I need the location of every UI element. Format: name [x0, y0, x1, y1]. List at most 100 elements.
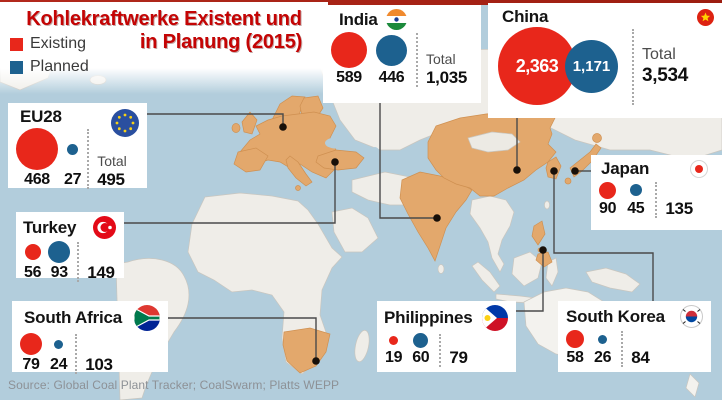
land-sulawesi — [545, 257, 559, 287]
map-marker-philippines — [539, 246, 547, 254]
country-box-philippines: Philippines 19 60 79 — [377, 301, 516, 372]
country-box-south-korea: South Korea 58 26 — [558, 301, 711, 372]
total-value: 79 — [449, 347, 468, 367]
dotted-divider — [416, 33, 418, 88]
planned-value: 1,171 — [572, 57, 611, 75]
existing-value: 468 — [24, 171, 50, 188]
land-japan-kyushu — [564, 177, 572, 185]
total-label: Total — [426, 51, 456, 68]
existing-value: 90 — [599, 200, 617, 217]
land-turkey — [315, 149, 365, 171]
planned-circle — [629, 184, 642, 196]
land-mongolia — [467, 131, 521, 153]
existing-circle — [331, 32, 367, 68]
existing-circle: 2,363 — [498, 27, 576, 105]
total-label: Total — [97, 153, 127, 170]
planned-circle — [413, 333, 429, 348]
total-group: Total 495 — [97, 153, 127, 189]
map-marker-south-korea — [550, 167, 558, 175]
planned-value: 27 — [64, 171, 82, 188]
land-sumatra — [471, 261, 501, 293]
existing-circle — [389, 336, 399, 345]
dotted-divider — [439, 334, 442, 368]
land-philippines-luzon — [531, 220, 546, 246]
total-group: Total 1,035 — [426, 51, 467, 87]
existing-value: 56 — [24, 264, 42, 281]
planned-value: 45 — [627, 200, 645, 217]
total-value: 149 — [87, 262, 115, 282]
land-ireland — [231, 123, 241, 133]
existing-circle — [20, 333, 42, 355]
total-value: 1,035 — [426, 67, 468, 87]
country-name: India — [339, 9, 378, 29]
land-indochina — [469, 195, 515, 273]
leader-eu28 — [147, 113, 284, 127]
china-flag-icon — [697, 9, 714, 26]
planned-circle — [376, 34, 407, 66]
land-new-zealand — [685, 373, 700, 398]
total-value: 495 — [97, 169, 125, 189]
page-title-line2: in Planung (2015) — [139, 31, 303, 53]
map-marker-eu28 — [279, 123, 287, 131]
turkey-flag-icon — [93, 216, 116, 239]
planned-value: 93 — [50, 264, 69, 281]
existing-value: 19 — [385, 349, 403, 366]
planned-value: 26 — [594, 349, 612, 366]
country-name: South Africa — [24, 308, 123, 327]
country-box-eu28: EU28 468 27 Total 495 — [8, 103, 147, 190]
dotted-divider — [655, 182, 658, 219]
leader-india — [379, 102, 437, 219]
south-korea-flag-icon — [680, 305, 703, 328]
map-marker-south-africa — [312, 357, 320, 365]
land-new-guinea — [585, 267, 641, 293]
land-iberia — [233, 147, 269, 173]
planned-value: 446 — [378, 69, 405, 86]
leader-south-africa — [168, 317, 317, 361]
country-box-turkey: Turkey 56 93 149 — [16, 212, 124, 283]
land-italy — [285, 155, 313, 187]
source-credit: Source: Global Coal Plant Tracker; CoalS… — [8, 378, 340, 392]
existing-value: 589 — [336, 69, 362, 86]
philippines-flag-icon — [482, 305, 508, 331]
land-taiwan — [544, 200, 550, 210]
legend-item-existing: Existing — [10, 35, 114, 53]
country-box-south-africa: South Africa 79 24 103 — [12, 301, 168, 375]
title-panel: Kohlekraftwerke Existent und Existing Pl… — [0, 2, 328, 94]
top-red-strip — [0, 0, 722, 5]
dotted-divider — [87, 129, 90, 190]
map-marker-india — [433, 214, 441, 222]
total-value: 84 — [631, 347, 650, 367]
country-box-india: India 589 446 Total 1,035 — [323, 5, 481, 103]
leader-turkey — [123, 162, 336, 224]
legend: Existing Planned — [0, 31, 114, 81]
planned-swatch-icon — [10, 60, 23, 74]
leader-philippines — [516, 250, 544, 312]
existing-circle — [599, 181, 617, 199]
inland-seas — [325, 137, 381, 169]
black-sea — [325, 137, 347, 149]
country-name: South Korea — [566, 306, 665, 326]
planned-circle — [48, 241, 71, 263]
land-madagascar — [354, 329, 370, 363]
total-label: Total — [642, 46, 676, 64]
existing-circle — [24, 244, 41, 260]
land-sicily — [295, 185, 301, 191]
highlighted-countries — [231, 95, 602, 374]
map-marker-turkey — [331, 158, 339, 166]
legend-label-existing: Existing — [30, 35, 87, 52]
planned-value: 60 — [412, 349, 430, 366]
leader-south-korea — [553, 171, 654, 302]
existing-swatch-icon — [10, 37, 23, 51]
country-name: Japan — [601, 159, 650, 178]
country-name: China — [502, 7, 549, 26]
existing-circle — [16, 128, 58, 170]
existing-value: 58 — [566, 349, 584, 366]
land-japan-hokkaido — [592, 133, 602, 143]
existing-group: 589 — [331, 31, 367, 87]
total-value: 135 — [665, 198, 693, 218]
total-value: 103 — [85, 354, 113, 374]
land-borneo — [511, 251, 543, 287]
planned-circle — [67, 143, 79, 155]
